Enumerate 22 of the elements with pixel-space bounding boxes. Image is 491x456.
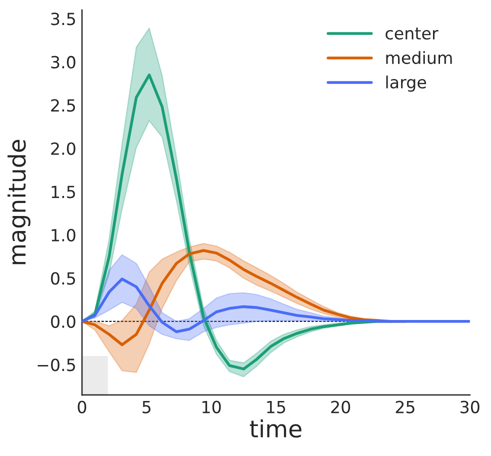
y-tick-label: 1.5 bbox=[52, 186, 75, 198]
x-tick-label: 10 bbox=[202, 400, 221, 414]
y-tick-label: 1.0 bbox=[52, 228, 76, 242]
x-tick-label: 15 bbox=[267, 400, 286, 414]
x-tick-label: 5 bbox=[142, 400, 150, 414]
x-tick-label: 30 bbox=[460, 400, 480, 414]
line-series bbox=[82, 278, 470, 334]
legend-label: large bbox=[386, 76, 426, 92]
legend-label: center bbox=[386, 28, 438, 40]
y-tick-label: 0.0 bbox=[51, 315, 76, 328]
y-tick-label: 2.5 bbox=[51, 99, 75, 112]
y-axis-title: magnitude bbox=[8, 140, 30, 264]
x-tick-label: 20 bbox=[331, 400, 350, 414]
x-axis-title: time bbox=[250, 419, 302, 438]
y-tick-label: 2.0 bbox=[51, 142, 76, 155]
legend-label: medium bbox=[386, 51, 452, 64]
y-tick-label: 0.5 bbox=[51, 272, 75, 285]
y-tick-label: 3.5 bbox=[51, 12, 75, 26]
x-tick-label: 25 bbox=[396, 400, 414, 414]
y-tick-label: −0.5 bbox=[38, 358, 75, 372]
x-tick-label: 0 bbox=[78, 400, 86, 414]
y-tick-label: 3.0 bbox=[51, 56, 76, 68]
